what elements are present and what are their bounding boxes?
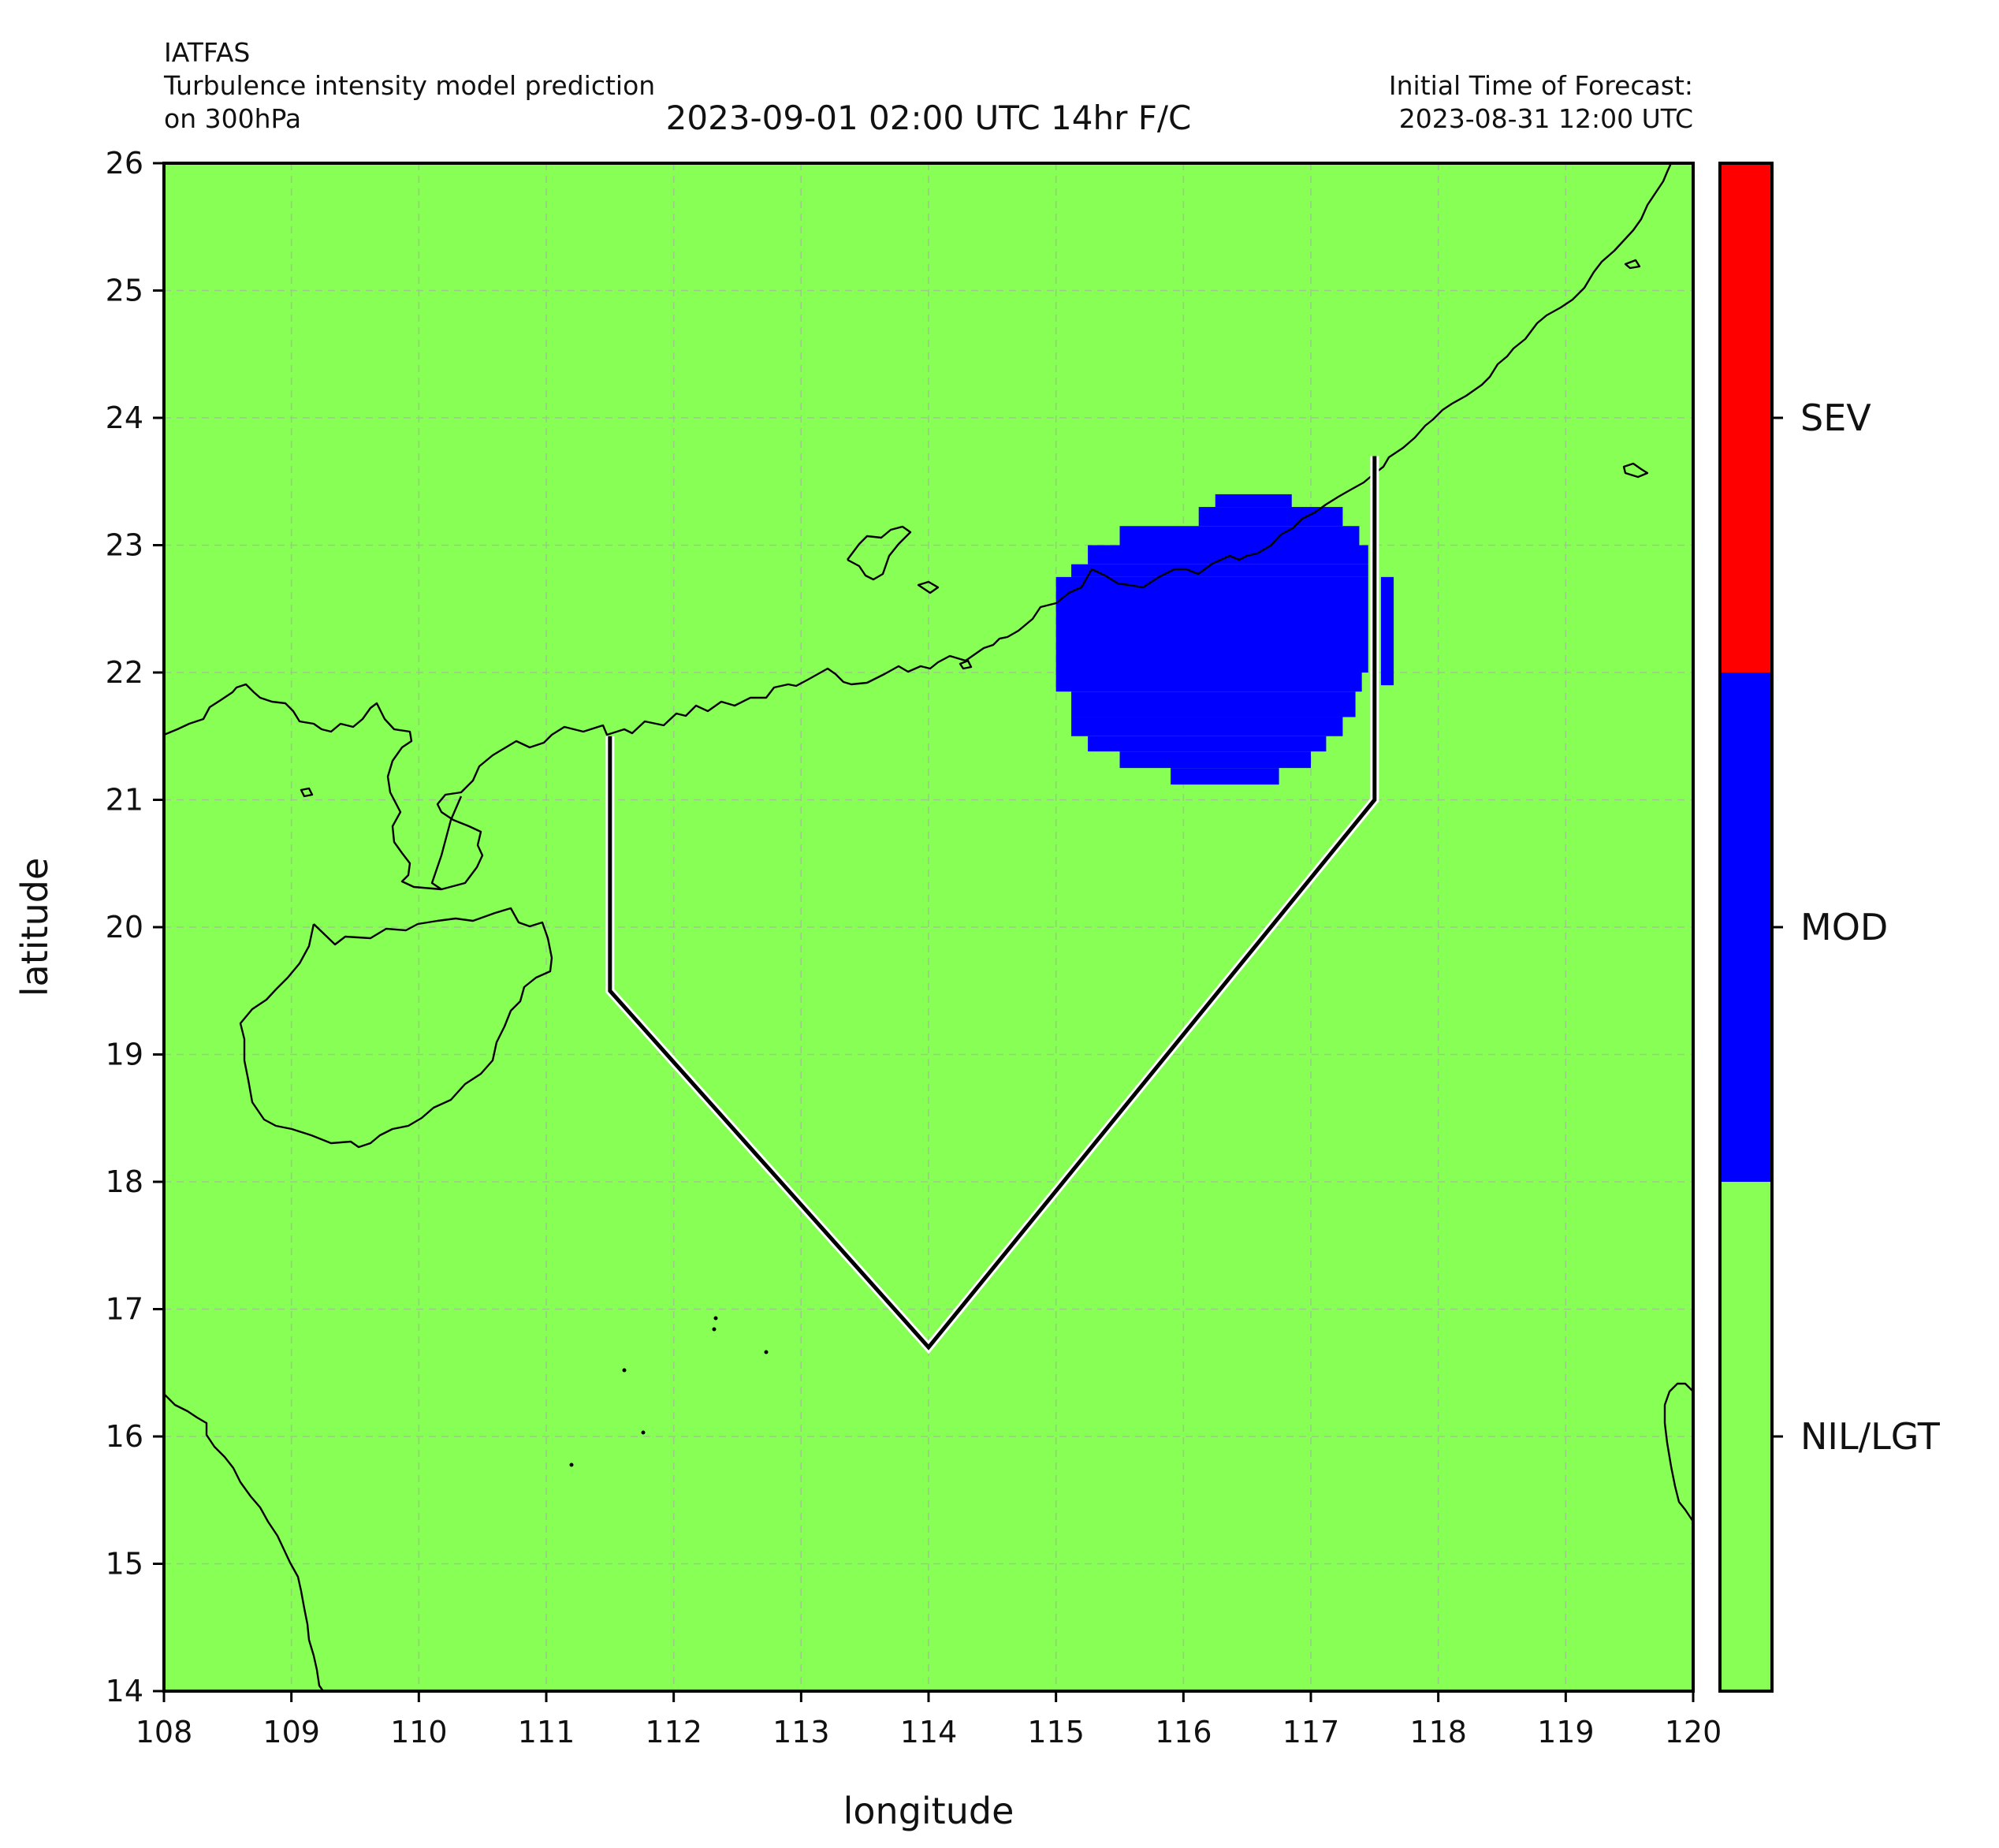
turbulence-cell	[1171, 768, 1279, 785]
y-tick-label: 18	[106, 1164, 143, 1199]
coastline-estuary-upper	[847, 525, 912, 581]
colorbar-segment-nil-lgt	[1720, 1182, 1772, 1691]
y-tick-label: 14	[106, 1674, 143, 1708]
turbulence-cell	[1071, 564, 1368, 577]
y-tick-label: 25	[106, 274, 143, 308]
x-tick-label: 119	[1537, 1715, 1595, 1749]
y-tick-label: 20	[106, 910, 143, 944]
x-axis-ticks: 108 109 110 111 112 113 114 115 116 117 118 119 120	[136, 1691, 1722, 1749]
turbulence-cell	[1071, 717, 1343, 736]
turbulence-cell	[1119, 526, 1360, 546]
turbulence-cell	[1055, 576, 1368, 673]
init-time-label: Initial Time of Forecast:	[1389, 70, 1693, 101]
source-label: IATFAS	[164, 37, 250, 68]
island-dot	[622, 1368, 627, 1373]
x-tick-label: 115	[1027, 1715, 1085, 1749]
x-tick-label: 109	[262, 1715, 320, 1749]
coastline-hainan	[239, 907, 553, 1149]
coastline-philippines	[1663, 1382, 1694, 1522]
turbulence-cell	[1088, 545, 1368, 564]
map-panel: 108 109 110 111 112 113 114 115 116 117 118 119 120 …	[106, 146, 1722, 1749]
turbulence-cell	[1088, 736, 1327, 752]
x-tick-label: 120	[1665, 1715, 1722, 1749]
route-line	[608, 456, 1377, 1351]
coastline-taiwan	[1622, 462, 1649, 479]
flight-route	[605, 456, 1379, 1354]
level-label: on 300hPa	[164, 103, 301, 134]
colorbar-segment-mod	[1720, 673, 1772, 1182]
turbulence-cell	[1071, 691, 1356, 717]
x-tick-label: 112	[645, 1715, 702, 1749]
y-tick-label: 22	[106, 655, 143, 690]
y-tick-label: 15	[106, 1547, 143, 1582]
coastline-south-china	[163, 162, 1673, 891]
colorbar-segment-sev	[1720, 163, 1772, 673]
coastline-island-west	[300, 787, 314, 798]
turbulence-area-mod	[1055, 494, 1394, 785]
coastline-island-fujian	[1624, 259, 1641, 270]
y-tick-label: 24	[106, 401, 143, 435]
coastline	[163, 162, 1694, 1692]
product-label: Turbulence intensity model prediction	[163, 70, 655, 101]
paracel-islands	[569, 1316, 769, 1467]
x-tick-label: 110	[390, 1715, 448, 1749]
y-tick-label: 23	[106, 528, 143, 563]
y-tick-label: 26	[106, 146, 143, 181]
valid-time-title: 2023-09-01 02:00 UTC 14hr F/C	[666, 99, 1192, 137]
coastline-island-east	[959, 659, 973, 670]
island-dot	[569, 1462, 574, 1467]
x-tick-label: 117	[1282, 1715, 1340, 1749]
x-tick-label: 111	[518, 1715, 575, 1749]
y-axis-ticks: 14 15 16 17 18 19 20 21 22 23 24 25 26	[106, 146, 164, 1708]
turbulence-cell	[1119, 751, 1311, 769]
colorbar-frame	[1718, 162, 1774, 1693]
x-tick-label: 116	[1155, 1715, 1212, 1749]
turbulence-cell	[1380, 576, 1394, 686]
x-axis-label: longitude	[843, 1790, 1014, 1832]
x-tick-label: 118	[1409, 1715, 1467, 1749]
y-tick-label: 19	[106, 1038, 143, 1072]
turbulence-cell	[1198, 507, 1343, 527]
x-tick-label: 114	[900, 1715, 958, 1749]
island-dot	[712, 1327, 717, 1332]
colorbar-label: NIL/LGT	[1800, 1415, 1941, 1458]
island-dot	[641, 1430, 646, 1435]
y-tick-label: 21	[106, 783, 143, 818]
colorbar-label: SEV	[1800, 397, 1871, 439]
island-dot	[764, 1350, 769, 1354]
coastline-leizhou	[430, 795, 463, 890]
x-tick-label: 113	[772, 1715, 830, 1749]
init-time-value: 2023-08-31 12:00 UTC	[1399, 103, 1693, 134]
colorbar: NIL/LGT MOD SEV	[1718, 162, 1941, 1693]
turbulence-cell	[1215, 494, 1292, 508]
y-tick-label: 16	[106, 1419, 143, 1454]
island-dot	[713, 1316, 718, 1321]
y-axis-label: latitude	[13, 858, 56, 997]
x-tick-label: 108	[136, 1715, 193, 1749]
y-tick-label: 17	[106, 1292, 143, 1327]
turbulence-cell	[1055, 673, 1362, 692]
coastline-island-pearl	[917, 580, 940, 594]
coastline-vietnam	[163, 1393, 324, 1692]
colorbar-label: MOD	[1800, 906, 1888, 948]
